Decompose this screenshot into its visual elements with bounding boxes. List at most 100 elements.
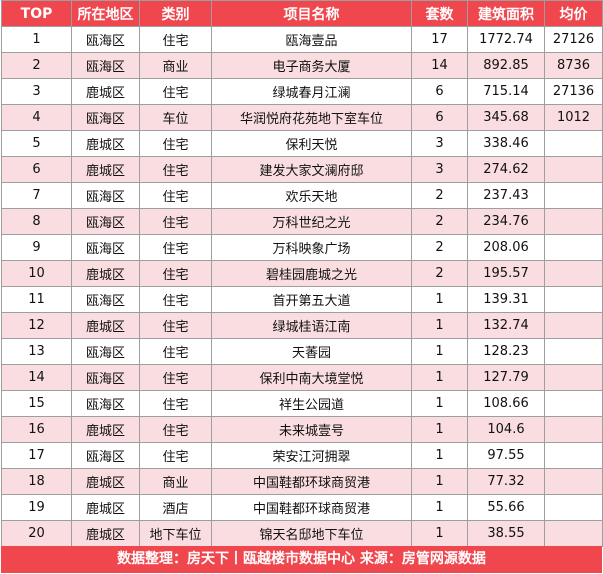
floor-area-cell: 139.31 bbox=[467, 286, 545, 313]
project-name-cell: 保利中南大境堂悦 bbox=[211, 364, 412, 391]
rank-cell: 8 bbox=[1, 208, 72, 235]
rank-cell: 6 bbox=[1, 156, 72, 183]
floor-area-cell: 715.14 bbox=[467, 78, 545, 105]
project-name-cell: 未来城壹号 bbox=[211, 416, 412, 443]
rank-cell: 3 bbox=[1, 78, 72, 105]
district-cell: 瓯海区 bbox=[71, 390, 140, 417]
units-cell: 1 bbox=[411, 494, 468, 521]
rank-cell: 12 bbox=[1, 312, 72, 339]
avg-price-cell: 27126 bbox=[544, 26, 603, 53]
avg-price-cell bbox=[544, 182, 603, 209]
avg-price-cell bbox=[544, 442, 603, 469]
table-row: 6 鹿城区 住宅 建发大家文澜府邸 3 274.62 bbox=[1, 156, 603, 183]
category-cell: 住宅 bbox=[139, 208, 212, 235]
units-cell: 2 bbox=[411, 208, 468, 235]
rank-cell: 15 bbox=[1, 390, 72, 417]
rank-cell: 1 bbox=[1, 26, 72, 53]
district-cell: 瓯海区 bbox=[71, 442, 140, 469]
table-row: 11 瓯海区 住宅 首开第五大道 1 139.31 bbox=[1, 286, 603, 313]
header-district: 所在地区 bbox=[71, 0, 140, 27]
project-name-cell: 碧桂园鹿城之光 bbox=[211, 260, 412, 287]
floor-area-cell: 195.57 bbox=[467, 260, 545, 287]
district-cell: 鹿城区 bbox=[71, 520, 140, 547]
units-cell: 14 bbox=[411, 52, 468, 79]
avg-price-cell: 1012 bbox=[544, 104, 603, 131]
category-cell: 酒店 bbox=[139, 494, 212, 521]
units-cell: 6 bbox=[411, 78, 468, 105]
rank-cell: 17 bbox=[1, 442, 72, 469]
table-row: 1 瓯海区 住宅 瓯海壹品 17 1772.74 27126 bbox=[1, 26, 603, 53]
floor-area-cell: 55.66 bbox=[467, 494, 545, 521]
table-row: 13 瓯海区 住宅 天萫园 1 128.23 bbox=[1, 338, 603, 365]
table-row: 7 瓯海区 住宅 欢乐天地 2 237.43 bbox=[1, 182, 603, 209]
floor-area-cell: 77.32 bbox=[467, 468, 545, 495]
header-floor-area: 建筑面积 bbox=[467, 0, 545, 27]
project-name-cell: 保利天悦 bbox=[211, 130, 412, 157]
units-cell: 1 bbox=[411, 312, 468, 339]
rank-cell: 9 bbox=[1, 234, 72, 261]
floor-area-cell: 132.74 bbox=[467, 312, 545, 339]
district-cell: 瓯海区 bbox=[71, 338, 140, 365]
table-row: 4 瓯海区 车位 华润悦府花苑地下室车位 6 345.68 1012 bbox=[1, 104, 603, 131]
floor-area-cell: 274.62 bbox=[467, 156, 545, 183]
units-cell: 1 bbox=[411, 286, 468, 313]
district-cell: 鹿城区 bbox=[71, 494, 140, 521]
district-cell: 瓯海区 bbox=[71, 208, 140, 235]
project-name-cell: 天萫园 bbox=[211, 338, 412, 365]
district-cell: 鹿城区 bbox=[71, 260, 140, 287]
avg-price-cell bbox=[544, 364, 603, 391]
project-name-cell: 建发大家文澜府邸 bbox=[211, 156, 412, 183]
avg-price-cell bbox=[544, 286, 603, 313]
rank-cell: 7 bbox=[1, 182, 72, 209]
floor-area-cell: 208.06 bbox=[467, 234, 545, 261]
district-cell: 鹿城区 bbox=[71, 468, 140, 495]
units-cell: 1 bbox=[411, 416, 468, 443]
category-cell: 住宅 bbox=[139, 364, 212, 391]
district-cell: 鹿城区 bbox=[71, 416, 140, 443]
table-row: 8 瓯海区 住宅 万科世纪之光 2 234.76 bbox=[1, 208, 603, 235]
units-cell: 1 bbox=[411, 390, 468, 417]
table-row: 15 瓯海区 住宅 祥生公园道 1 108.66 bbox=[1, 390, 603, 417]
rank-cell: 20 bbox=[1, 520, 72, 547]
category-cell: 商业 bbox=[139, 468, 212, 495]
table-row: 3 鹿城区 住宅 绿城春月江澜 6 715.14 27136 bbox=[1, 78, 603, 105]
avg-price-cell bbox=[544, 338, 603, 365]
avg-price-cell: 27136 bbox=[544, 78, 603, 105]
avg-price-cell bbox=[544, 156, 603, 183]
table-row: 20 鹿城区 地下车位 锦天名邸地下车位 1 38.55 bbox=[1, 520, 603, 547]
table-row: 16 鹿城区 住宅 未来城壹号 1 104.6 bbox=[1, 416, 603, 443]
avg-price-cell bbox=[544, 494, 603, 521]
table-row: 18 鹿城区 商业 中国鞋都环球商贸港 1 77.32 bbox=[1, 468, 603, 495]
source-footer: 数据整理：房天下丨瓯越楼市数据中心 来源：房管网源数据 bbox=[1, 546, 602, 573]
avg-price-cell bbox=[544, 468, 603, 495]
table-row: 12 鹿城区 住宅 绿城桂语江南 1 132.74 bbox=[1, 312, 603, 339]
district-cell: 瓯海区 bbox=[71, 182, 140, 209]
floor-area-cell: 38.55 bbox=[467, 520, 545, 547]
avg-price-cell: 8736 bbox=[544, 52, 603, 79]
project-name-cell: 中国鞋都环球商贸港 bbox=[211, 468, 412, 495]
project-name-cell: 绿城春月江澜 bbox=[211, 78, 412, 105]
floor-area-cell: 345.68 bbox=[467, 104, 545, 131]
category-cell: 住宅 bbox=[139, 78, 212, 105]
avg-price-cell bbox=[544, 312, 603, 339]
avg-price-cell bbox=[544, 520, 603, 547]
category-cell: 住宅 bbox=[139, 26, 212, 53]
floor-area-cell: 237.43 bbox=[467, 182, 545, 209]
project-name-cell: 绿城桂语江南 bbox=[211, 312, 412, 339]
table-body: 1 瓯海区 住宅 瓯海壹品 17 1772.74 27126 2 瓯海区 商业 电子商务大厦 14 89… bbox=[1, 26, 603, 547]
project-name-cell: 荣安江河拥翠 bbox=[211, 442, 412, 469]
category-cell: 商业 bbox=[139, 52, 212, 79]
floor-area-cell: 104.6 bbox=[467, 416, 545, 443]
floor-area-cell: 97.55 bbox=[467, 442, 545, 469]
category-cell: 车位 bbox=[139, 104, 212, 131]
floor-area-cell: 338.46 bbox=[467, 130, 545, 157]
category-cell: 住宅 bbox=[139, 182, 212, 209]
rank-cell: 14 bbox=[1, 364, 72, 391]
category-cell: 住宅 bbox=[139, 390, 212, 417]
floor-area-cell: 892.85 bbox=[467, 52, 545, 79]
table-row: 2 瓯海区 商业 电子商务大厦 14 892.85 8736 bbox=[1, 52, 603, 79]
floor-area-cell: 108.66 bbox=[467, 390, 545, 417]
district-cell: 鹿城区 bbox=[71, 78, 140, 105]
avg-price-cell bbox=[544, 390, 603, 417]
project-name-cell: 万科映象广场 bbox=[211, 234, 412, 261]
